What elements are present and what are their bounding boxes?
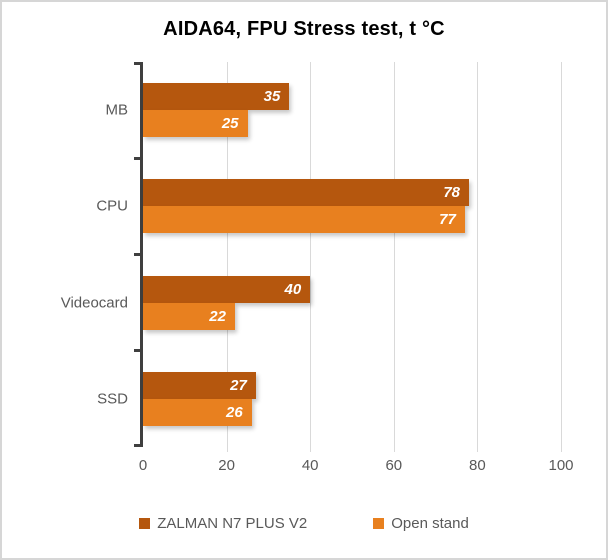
- x-tick-label-60: 60: [385, 457, 403, 474]
- bar-value-label: 40: [284, 280, 302, 298]
- bar-videocard-series-1: 40: [143, 275, 311, 303]
- y-axis-tick-3: [134, 349, 143, 353]
- y-axis-tick-0: [134, 62, 143, 65]
- gridline-100: [561, 62, 562, 447]
- category-label-ssd: SSD: [97, 390, 128, 408]
- gridline-80: [477, 62, 479, 447]
- y-axis-tick-4: [134, 444, 143, 447]
- gridline-60: [393, 62, 395, 447]
- x-axis-tick-100: [561, 447, 562, 452]
- category-label-videocard: Videocard: [60, 294, 128, 312]
- bar-cpu-series-2: 77: [143, 206, 465, 234]
- category-label-cpu: CPU: [96, 197, 128, 215]
- x-axis-tick-60: [393, 447, 395, 452]
- category-row-videocard: Videocard 40 22: [61, 255, 561, 351]
- x-tick-label-100: 100: [548, 457, 574, 474]
- legend-swatch-icon: [139, 518, 151, 529]
- bar-value-label: 35: [263, 88, 281, 106]
- bar-value-label: 26: [225, 403, 243, 421]
- legend-item-1: ZALMAN N7 PLUS V2: [139, 515, 307, 532]
- bar-value-label: 25: [221, 115, 239, 133]
- bar-cpu-series-1: 78: [143, 179, 470, 207]
- chart-title: AIDA64, FPU Stress test, t °C: [163, 18, 445, 40]
- x-axis-tick-20: [226, 447, 228, 452]
- legend-label: ZALMAN N7 PLUS V2: [157, 515, 308, 532]
- bar-ssd-series-2: 26: [143, 398, 252, 426]
- legend-swatch-icon: [373, 518, 385, 529]
- bar-value-label: 77: [439, 211, 456, 229]
- x-axis-tick-40: [310, 447, 312, 452]
- category-label-mb: MB: [105, 101, 129, 119]
- bar-value-label: 78: [443, 184, 461, 202]
- bar-value-label: 27: [230, 376, 247, 394]
- bar-videocard-series-2: 22: [143, 302, 235, 330]
- legend: ZALMAN N7 PLUS V2 Open stand: [2, 515, 606, 532]
- legend-item-2: Open stand: [373, 515, 469, 532]
- bar-value-label: 22: [209, 307, 226, 325]
- y-axis-tick-1: [134, 156, 143, 160]
- bar-mb-series-1: 35: [143, 83, 290, 111]
- bar-mb-series-2: 25: [143, 110, 248, 138]
- gridline-20: [226, 62, 228, 447]
- plot-area: 0 20 40 60 80 100 MB 35 25 CPU 78 77 Videocard 40 22 SS…: [61, 62, 574, 474]
- x-tick-label-80: 80: [469, 457, 486, 474]
- gridline-40: [310, 62, 312, 447]
- category-row-cpu: CPU 78 77: [96, 158, 561, 254]
- legend-label: Open stand: [391, 515, 469, 532]
- y-axis-tick-2: [134, 253, 143, 256]
- bar-ssd-series-1: 27: [143, 371, 256, 399]
- category-row-mb: MB 35 25: [106, 62, 561, 158]
- x-tick-label-0: 0: [138, 457, 148, 474]
- category-row-ssd: SSD 27 26: [97, 351, 561, 447]
- x-tick-label-20: 20: [218, 457, 235, 474]
- x-tick-label-40: 40: [301, 457, 319, 474]
- x-axis-tick-80: [477, 447, 479, 452]
